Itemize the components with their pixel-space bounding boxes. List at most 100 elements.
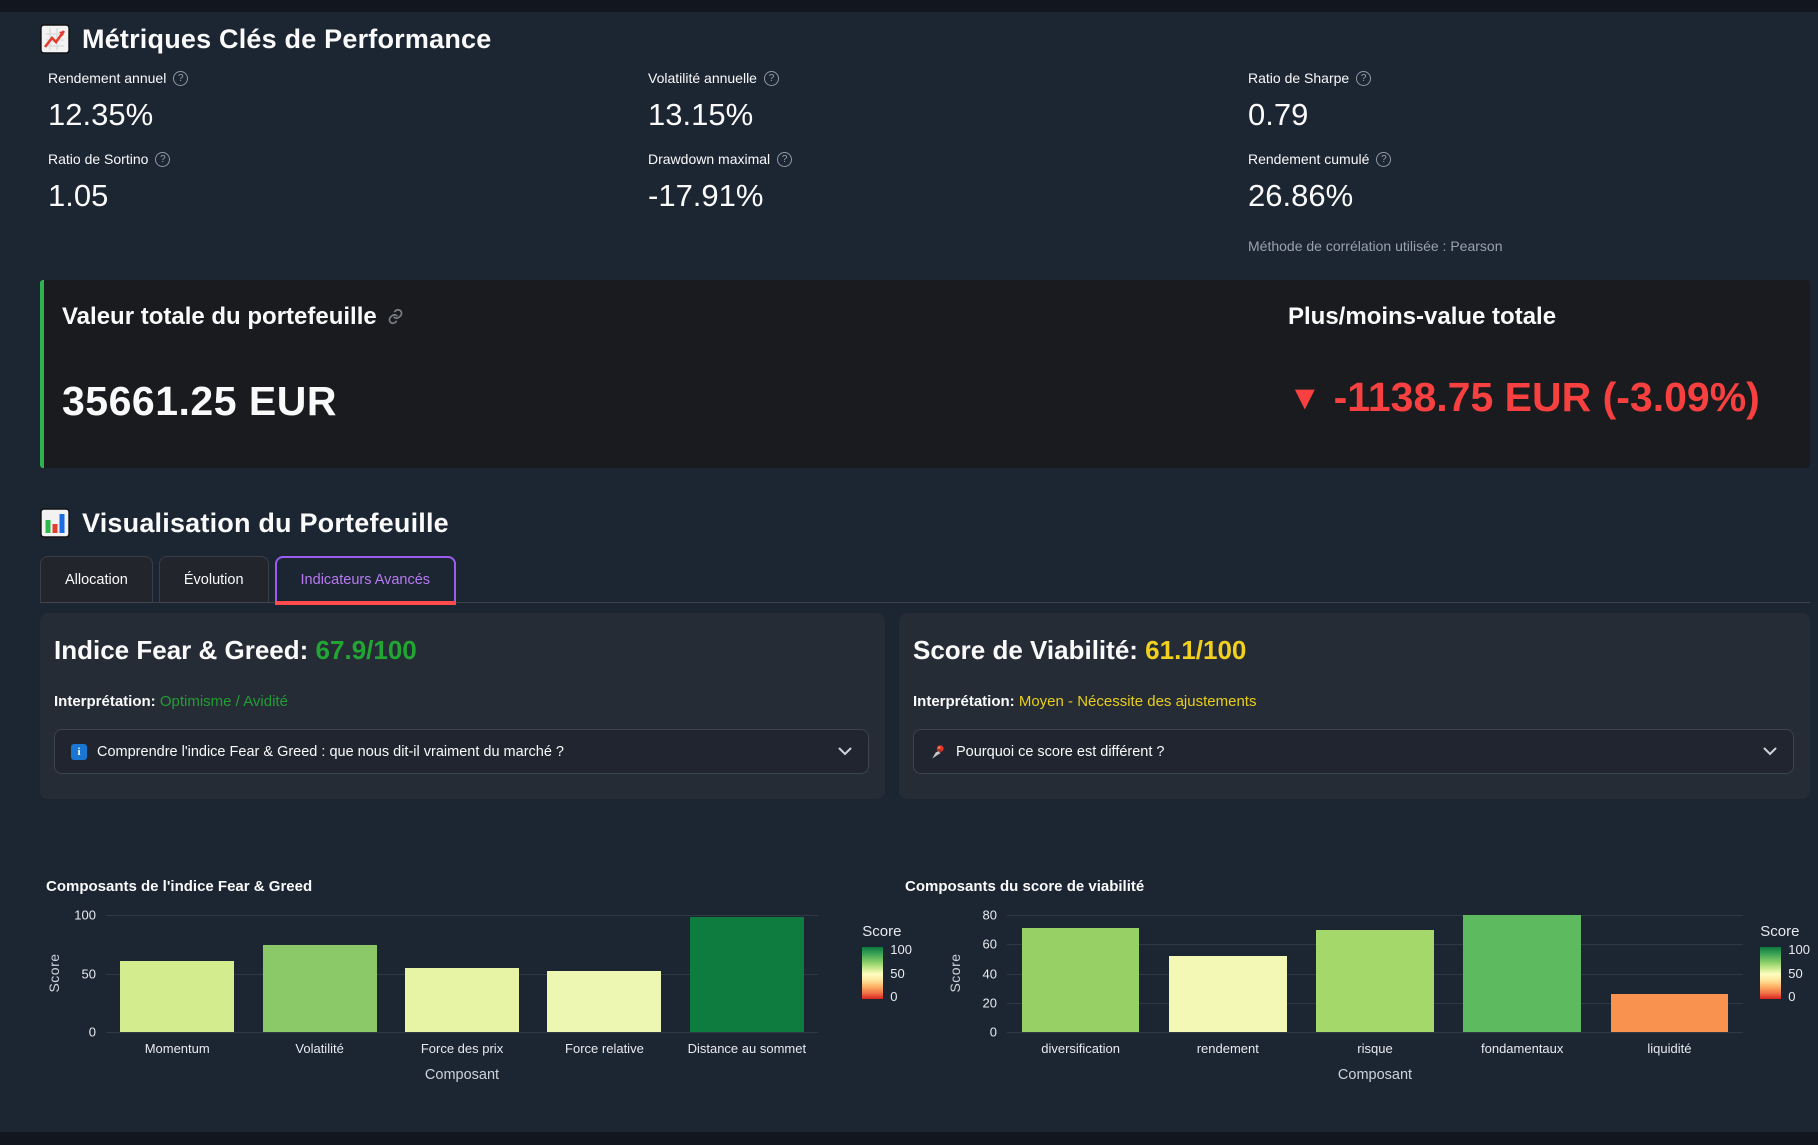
metric-label: Ratio de Sortino? bbox=[48, 151, 648, 168]
metric-label: Rendement annuel? bbox=[48, 70, 648, 87]
y-tick-label: 80 bbox=[982, 907, 997, 923]
bar-distance-au-sommet[interactable] bbox=[689, 917, 804, 1032]
legend-body: 100 50 0 bbox=[1760, 942, 1810, 1004]
legend-body: 100 50 0 bbox=[862, 942, 912, 1004]
metric-label: Ratio de Sharpe? bbox=[1248, 70, 1810, 87]
correlation-method-caption: Méthode de corrélation utilisée : Pearso… bbox=[1248, 238, 1503, 254]
bar-rendement[interactable] bbox=[1168, 955, 1287, 1032]
x-tick-risque: risque bbox=[1357, 1041, 1393, 1056]
metric-value: 0.79 bbox=[1248, 97, 1309, 132]
portfolio-total-value: 35661.25 EUR bbox=[62, 378, 337, 424]
legend-tick: 100 bbox=[890, 942, 912, 957]
viability-heading: Score de Viabilité: 61.1/100 bbox=[913, 633, 1794, 667]
viability-column: Score de Viabilité: 61.1/100 Interprétat… bbox=[899, 613, 1810, 1122]
help-icon[interactable]: ? bbox=[1356, 71, 1372, 86]
fear-greed-column: Indice Fear & Greed: 67.9/100 Interpréta… bbox=[40, 613, 912, 1122]
x-tick-diversification: diversification bbox=[1041, 1041, 1120, 1056]
bar-fondamentaux[interactable] bbox=[1463, 915, 1582, 1032]
bar-slot bbox=[1449, 915, 1596, 1032]
fear-greed-heading: Indice Fear & Greed: 67.9/100 bbox=[54, 633, 869, 667]
bottom-band bbox=[0, 1132, 1818, 1145]
bar-force-des-prix[interactable] bbox=[405, 967, 519, 1032]
viability-interpretation: Interprétation: Moyen - Nécessite des aj… bbox=[913, 693, 1794, 710]
legend-tick-labels: 100 50 0 bbox=[890, 942, 912, 1004]
gridline bbox=[106, 915, 818, 916]
y-tick-label: 0 bbox=[989, 1024, 997, 1040]
help-icon[interactable]: ? bbox=[155, 152, 171, 167]
fear-greed-panel: Indice Fear & Greed: 67.9/100 Interpréta… bbox=[40, 613, 885, 799]
y-tick-label: 50 bbox=[81, 966, 96, 981]
bar-risque[interactable] bbox=[1316, 929, 1434, 1032]
bar-slot bbox=[248, 915, 390, 1032]
y-tick-label: 100 bbox=[74, 907, 96, 923]
fear-greed-expander[interactable]: i Comprendre l'indice Fear & Greed : que… bbox=[54, 729, 869, 774]
bar-slot bbox=[676, 915, 818, 1032]
viability-expander[interactable]: Pourquoi ce score est différent ? bbox=[913, 729, 1794, 774]
gridline bbox=[106, 1032, 818, 1033]
metric-label-text: Volatilité annuelle bbox=[648, 70, 757, 86]
help-icon[interactable]: ? bbox=[777, 152, 793, 167]
legend-tick: 50 bbox=[1788, 965, 1803, 981]
indicator-columns: Indice Fear & Greed: 67.9/100 Interpréta… bbox=[40, 613, 1810, 1122]
portfolio-value-block: Valeur totale du portefeuille 35661.25 E… bbox=[62, 302, 404, 468]
bar-diversification[interactable] bbox=[1021, 928, 1140, 1032]
x-tick-liquidite: liquidité bbox=[1647, 1041, 1692, 1056]
help-icon[interactable]: ? bbox=[763, 71, 779, 86]
x-tick-rendement: rendement bbox=[1196, 1041, 1259, 1056]
fear-greed-interpretation-text: Optimisme / Avidité bbox=[159, 693, 288, 710]
viability-heading-text: Score de Viabilité: bbox=[913, 635, 1138, 665]
performance-section-title: Métriques Clés de Performance bbox=[40, 22, 1810, 56]
metric-value: 13.15% bbox=[648, 97, 754, 132]
pushpin-icon bbox=[930, 744, 946, 760]
gridline bbox=[1007, 1032, 1743, 1033]
pl-total-title: Plus/moins-value totale bbox=[1288, 303, 1557, 330]
tab-evolution[interactable]: Évolution bbox=[158, 556, 269, 602]
bar-slot bbox=[1596, 915, 1743, 1032]
tab-allocation[interactable]: Allocation bbox=[40, 556, 153, 602]
chart-increasing-icon bbox=[40, 24, 70, 54]
metric-label-text: Drawdown maximal bbox=[648, 151, 771, 167]
legend-tick: 50 bbox=[890, 965, 905, 981]
metric-volatilite-annuelle: Volatilité annuelle? 13.15% bbox=[648, 70, 1248, 135]
fear-greed-chart: 0 50 100 Momentum Volatilité Force des prix Fo… bbox=[40, 897, 912, 1122]
bar-liquidite[interactable] bbox=[1610, 993, 1729, 1032]
portfolio-value-card: Valeur totale du portefeuille 35661.25 E… bbox=[40, 280, 1810, 468]
metric-value: 1.05 bbox=[48, 178, 109, 213]
help-icon[interactable]: ? bbox=[173, 71, 189, 86]
performance-section-title-text: Métriques Clés de Performance bbox=[82, 24, 492, 54]
legend-tick: 0 bbox=[890, 989, 898, 1004]
metric-value: 12.35% bbox=[48, 97, 154, 132]
bars bbox=[106, 915, 818, 1032]
legend-gradient-bar bbox=[862, 947, 884, 999]
legend-tick: 0 bbox=[1788, 989, 1796, 1004]
bar-slot bbox=[533, 915, 675, 1032]
help-icon[interactable]: ? bbox=[1376, 152, 1392, 167]
metric-label: Rendement cumulé? bbox=[1248, 151, 1810, 168]
x-tick-fondamentaux: fondamentaux bbox=[1481, 1041, 1564, 1056]
fear-greed-heading-text: Indice Fear & Greed: bbox=[54, 635, 309, 665]
legend-tick: 100 bbox=[1788, 942, 1810, 957]
fear-greed-chart-section: Composants de l'indice Fear & Greed 0 50 1… bbox=[40, 877, 912, 1122]
viability-chart: 0 20 40 60 80 diversification rendement risque f… bbox=[899, 897, 1810, 1122]
y-tick-label: 0 bbox=[88, 1024, 96, 1040]
metric-value: -17.91% bbox=[648, 178, 764, 213]
y-tick-label: 40 bbox=[982, 966, 997, 981]
metric-label-text: Rendement annuel bbox=[48, 70, 167, 86]
pl-total-block: Plus/moins-value totale ▼ -1138.75 EUR (… bbox=[1288, 302, 1790, 468]
down-triangle-icon: ▼ bbox=[1288, 378, 1322, 417]
bar-slot bbox=[1154, 915, 1301, 1032]
bar-slot bbox=[1301, 915, 1448, 1032]
tab-indicateurs-avances[interactable]: Indicateurs Avancés bbox=[274, 556, 457, 605]
fear-greed-chart-title: Composants de l'indice Fear & Greed bbox=[46, 878, 313, 895]
bar-volatilite[interactable] bbox=[262, 945, 377, 1032]
x-axis-title: Composant bbox=[424, 1067, 500, 1083]
metric-label-text: Rendement cumulé bbox=[1248, 151, 1370, 167]
metrics-grid: Rendement annuel? 12.35% Volatilité annuel… bbox=[40, 70, 1810, 254]
metric-value: 26.86% bbox=[1248, 178, 1354, 213]
chevron-down-icon bbox=[1763, 743, 1777, 761]
bar-momentum[interactable] bbox=[120, 960, 235, 1032]
bar-force-relative[interactable] bbox=[547, 971, 662, 1032]
anchor-link-icon[interactable] bbox=[387, 308, 404, 330]
metric-ratio-de-sortino: Ratio de Sortino? 1.05 bbox=[48, 151, 648, 216]
x-tick-labels: diversification rendement risque fondamenta… bbox=[1007, 1041, 1743, 1056]
